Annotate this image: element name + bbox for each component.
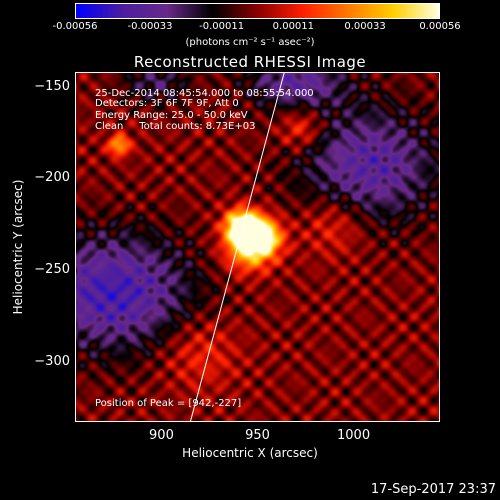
colorbar-tick-label: -0.00011 [199, 21, 245, 32]
colorbar-tick-label: 0.00056 [419, 21, 461, 32]
x-tick-label: 900 [149, 428, 174, 443]
x-tick-label: 1000 [337, 428, 371, 443]
colorbar-tick-label: 0.00033 [344, 21, 386, 32]
chart-title: Reconstructed RHESSI Image [133, 53, 367, 71]
colorbar-tick-label: -0.00033 [127, 21, 173, 32]
y-tick-label: −300 [34, 353, 70, 369]
y-tick-label: −150 [34, 78, 70, 94]
colorbar-tick-label: 0.00011 [272, 21, 315, 32]
colorbar-tick-label: -0.00056 [52, 21, 98, 32]
limb-overlay [189, 72, 285, 422]
annotation-energy: Energy Range: 25.0 - 50.0 keV [95, 110, 248, 121]
timestamp: 17-Sep-2017 23:37 [370, 482, 496, 497]
colorbar-units: (photons cm⁻² s⁻¹ asec⁻²) [185, 37, 315, 48]
solar-limb-line [189, 72, 285, 422]
annotation-peak: Position of Peak = [942,-227] [95, 398, 242, 409]
x-tick-label: 950 [245, 428, 270, 443]
heatmap-image[interactable] [75, 72, 440, 422]
y-tick-label: −250 [34, 261, 70, 277]
x-axis-label: Heliocentric X (arcsec) [182, 446, 318, 460]
annotation-detectors: Detectors: 3F 6F 7F 9F, Att 0 [95, 98, 239, 109]
annotation-time: 25-Dec-2014 08:45:54.000 to 08:55:54.000 [95, 88, 314, 99]
colorbar [75, 3, 440, 19]
y-tick-label: −200 [34, 170, 70, 186]
annotation-clean: Clean Total counts: 8.73E+03 [95, 121, 256, 132]
y-axis-label: Heliocentric Y (arcsec) [11, 179, 25, 315]
